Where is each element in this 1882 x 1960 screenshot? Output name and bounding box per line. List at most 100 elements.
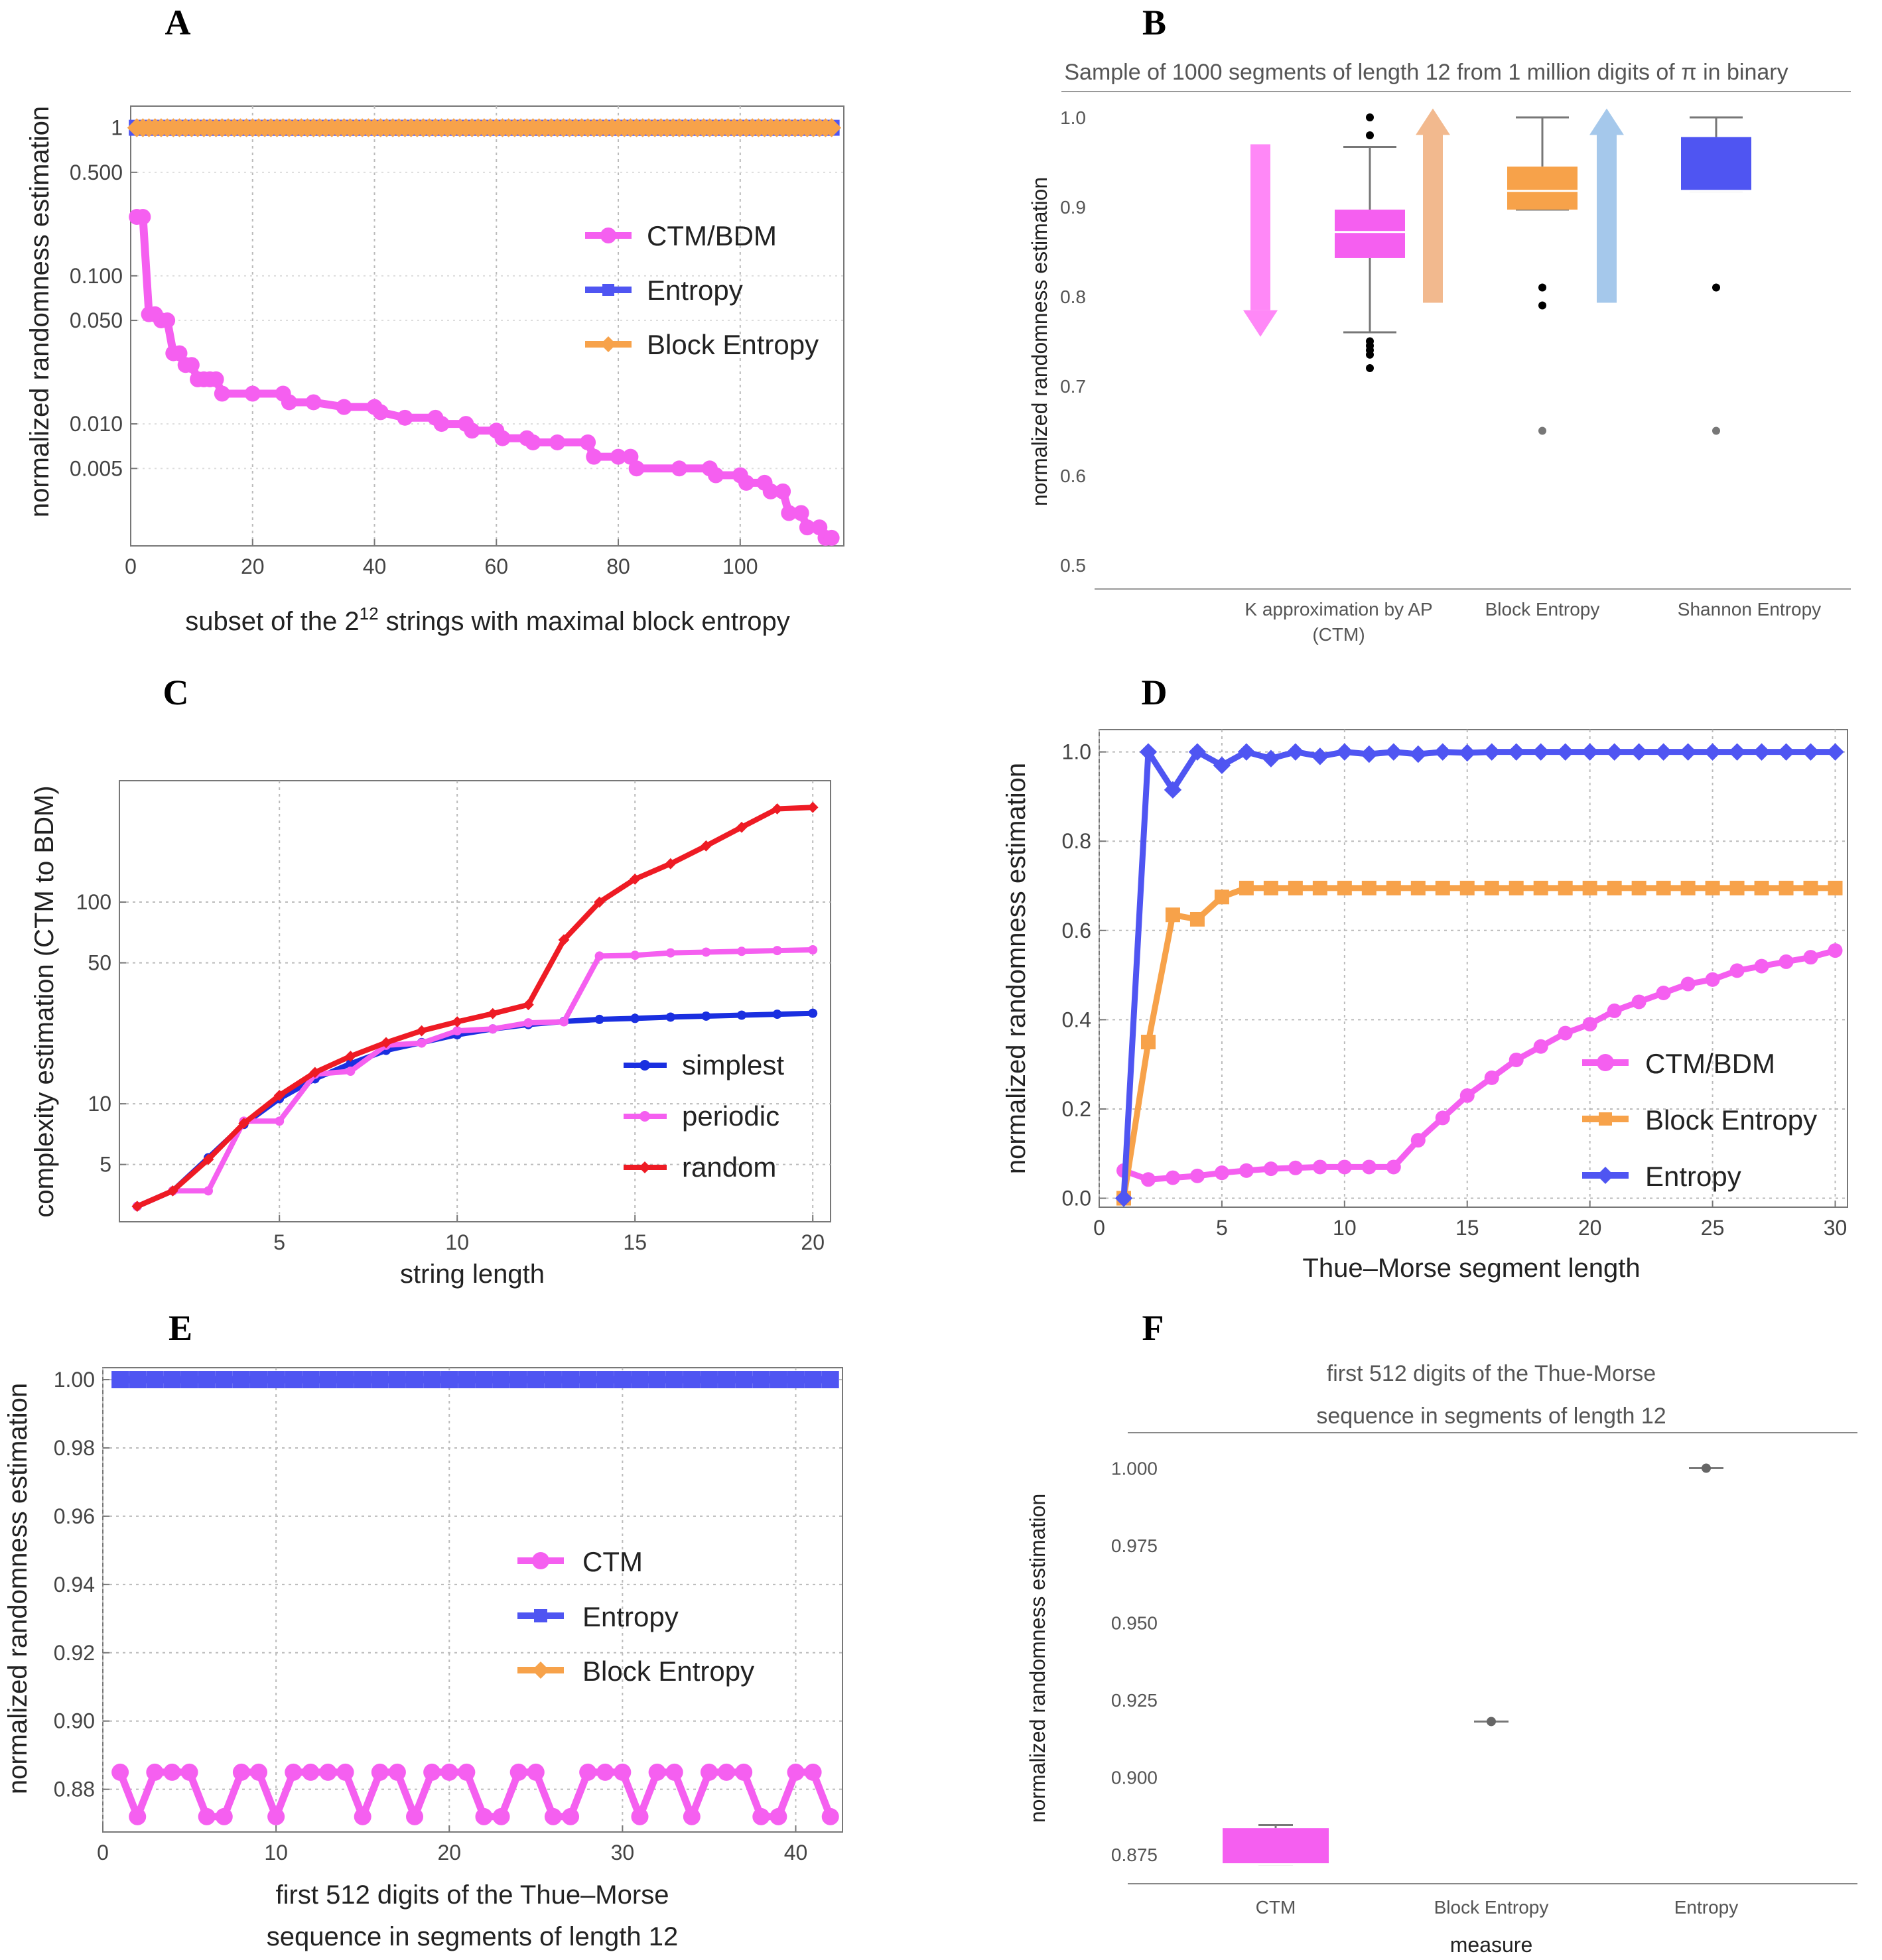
tick-label-y: 0.2 (1062, 1097, 1091, 1121)
data-point-random (380, 1037, 392, 1049)
tick-label-x: 60 (484, 555, 508, 578)
box-point (1487, 1717, 1496, 1727)
data-point-ctm (215, 1807, 233, 1825)
data-point-block-entropy (1410, 880, 1426, 895)
data-point-ctm (285, 1763, 302, 1781)
data-point-entropy (1360, 745, 1378, 763)
tick-label-y: 0.875 (1111, 1845, 1158, 1865)
data-point-ctm (735, 1763, 753, 1781)
data-point-ctm-bdm (1828, 943, 1843, 958)
data-point-entropy (1286, 743, 1305, 761)
panel-f-category-entropy: Entropy (1674, 1897, 1739, 1918)
data-point-entropy (1704, 743, 1721, 761)
panel-d: 0 5 10 15 20 25 30 0.0 0.2 0.4 0.6 0.8 1.0 normalize… (1002, 729, 1848, 1283)
data-point-ctm (665, 1763, 683, 1781)
data-point-random (131, 1201, 143, 1212)
tick-label-y: 0.6 (1062, 919, 1091, 943)
panel-c-series (131, 801, 819, 1212)
tick-label-x: 20 (437, 1841, 461, 1864)
data-point-ctm-bdm (1189, 1168, 1205, 1183)
tick-label-x: 5 (273, 1230, 285, 1254)
data-point-block-entropy (1779, 880, 1794, 895)
data-point-ctm-bdm (1705, 972, 1720, 987)
tick-label-y: 0.5 (1060, 555, 1086, 576)
data-point-ctm-bdm (1435, 1110, 1450, 1126)
panel-a-frame (130, 105, 844, 547)
data-point-block-entropy (822, 118, 842, 138)
panel-b-category-shannon-entropy: Shannon Entropy (1678, 599, 1821, 620)
tick-label-x: 30 (611, 1841, 635, 1864)
tick-label-y: 50 (88, 951, 111, 975)
data-point-entropy (180, 1371, 198, 1389)
data-point-block-entropy (1828, 880, 1843, 895)
data-point-ctm-bdm (1558, 1025, 1573, 1041)
panel-b-boxes (1243, 108, 1751, 435)
tick-label-y: 0.98 (54, 1436, 95, 1460)
data-point-entropy (319, 1371, 337, 1389)
legend-simplest-marker (639, 1060, 650, 1071)
series-line-ctm-bdm (137, 213, 832, 542)
data-point-ctm-bdm (1386, 1159, 1401, 1175)
tick-label-y: 1.0 (1062, 740, 1091, 764)
legend-e-ctm-label: CTM (582, 1546, 643, 1577)
outlier-point (1538, 283, 1546, 292)
data-point-random (523, 999, 534, 1011)
data-point-periodic (488, 1024, 498, 1034)
data-point-ctm-bdm (305, 394, 322, 411)
data-point-block-entropy (1582, 880, 1597, 895)
legend-d-block-entropy-label: Block Entropy (1645, 1104, 1817, 1136)
data-point-ctm-bdm (1803, 950, 1818, 965)
data-point-entropy (1311, 748, 1329, 765)
data-point-entropy (527, 1371, 545, 1389)
panel-b-category-block-entropy: Block Entropy (1485, 599, 1600, 620)
panel-f: first 512 digits of the Thue-Morse seque… (1026, 1361, 1857, 1957)
data-point-entropy (544, 1371, 562, 1389)
data-point-simplest (346, 1059, 356, 1069)
panel-c-ylabel: complexity estimation (CTM to BDM) (30, 785, 59, 1217)
data-point-ctm-bdm (135, 209, 151, 226)
data-point-ctm-bdm (525, 434, 541, 450)
data-point-ctm-bdm (549, 434, 566, 450)
data-point-entropy (285, 1371, 302, 1389)
data-point-ctm (770, 1807, 787, 1825)
data-point-entropy (1679, 743, 1697, 761)
panel-letter-a: A (165, 3, 191, 42)
panel-e-ticks: 0 10 20 30 40 0.88 0.90 0.92 0.94 0.96 0.98 1.00 (54, 1368, 808, 1864)
tick-label-y: 1.000 (1111, 1459, 1158, 1479)
panel-c-grid (119, 781, 831, 1222)
data-point-ctm (250, 1763, 268, 1781)
data-point-ctm (302, 1763, 320, 1781)
legend-periodic-marker (639, 1111, 650, 1122)
tick-label-y: 0.6 (1060, 466, 1086, 486)
data-point-ctm-bdm (1631, 994, 1647, 1010)
data-point-ctm-bdm (628, 460, 645, 477)
tick-label-y: 0.90 (54, 1709, 95, 1733)
data-point-ctm-bdm (799, 519, 815, 536)
data-point-entropy (1728, 743, 1746, 761)
data-point-ctm-bdm (1140, 1172, 1156, 1187)
tick-label-y: 0.94 (54, 1573, 95, 1597)
data-point-ctm-bdm (1509, 1052, 1524, 1067)
data-point-ctm-bdm (622, 448, 639, 465)
data-point-ctm-bdm (781, 505, 797, 521)
box-body (1223, 1828, 1329, 1864)
data-point-ctm (562, 1807, 580, 1825)
tick-label-x: 10 (1333, 1216, 1357, 1240)
data-point-ctm (492, 1807, 510, 1825)
data-point-block-entropy (1754, 880, 1769, 895)
tick-label-y: 0.900 (1111, 1767, 1158, 1788)
panel-e-legend: CTM Entropy Block Entropy (517, 1546, 754, 1687)
panel-f-ylabel: normalized randomness estimation (1026, 1494, 1049, 1823)
tick-label-x: 0 (97, 1841, 109, 1864)
data-point-ctm (718, 1763, 736, 1781)
tick-label-x: 15 (623, 1230, 647, 1254)
data-point-periodic (346, 1067, 356, 1077)
tick-label-x: 20 (241, 555, 265, 578)
box-body (1507, 166, 1578, 210)
data-point-ctm-bdm (1312, 1159, 1327, 1175)
data-point-entropy (1556, 743, 1574, 761)
outlier-point (1712, 426, 1720, 435)
legend-simplest-label: simplest (682, 1049, 784, 1080)
panel-c: 5 10 15 20 5 10 50 100 complexity estimation (C… (30, 780, 831, 1289)
